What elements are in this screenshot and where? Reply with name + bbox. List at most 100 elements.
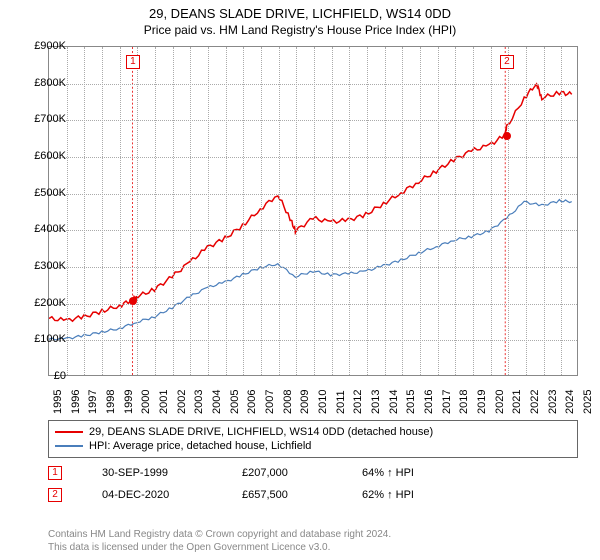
marker-box-2: 2 (500, 55, 514, 69)
event-row-2: 2 04-DEC-2020 £657,500 62% ↑ HPI (48, 488, 578, 502)
gridline-v (332, 47, 333, 375)
x-tick-label: 2016 (423, 390, 435, 414)
y-tick-label: £400K (22, 223, 66, 235)
x-tick-label: 2014 (388, 390, 400, 414)
series-line-hpi (49, 200, 572, 340)
gridline-v (155, 47, 156, 375)
x-tick-label: 2015 (405, 390, 417, 414)
gridline-h (49, 304, 577, 305)
x-tick-label: 1996 (70, 390, 82, 414)
chart-subtitle: Price paid vs. HM Land Registry's House … (0, 21, 600, 37)
legend-swatch (55, 445, 83, 447)
x-tick-label: 2023 (547, 390, 559, 414)
event-price: £657,500 (242, 489, 322, 501)
x-tick-label: 2004 (211, 390, 223, 414)
gridline-h (49, 120, 577, 121)
x-tick-label: 2000 (140, 390, 152, 414)
legend: 29, DEANS SLADE DRIVE, LICHFIELD, WS14 0… (48, 420, 578, 458)
x-tick-label: 2025 (582, 390, 594, 414)
gridline-v (226, 47, 227, 375)
gridline-v (473, 47, 474, 375)
gridline-v (243, 47, 244, 375)
attribution: Contains HM Land Registry data © Crown c… (48, 528, 391, 554)
gridline-v (173, 47, 174, 375)
x-tick-label: 2009 (299, 390, 311, 414)
x-tick-label: 2002 (176, 390, 188, 414)
x-tick-label: 2021 (511, 390, 523, 414)
gridline-v (367, 47, 368, 375)
x-tick-label: 2018 (458, 390, 470, 414)
gridline-v (420, 47, 421, 375)
gridline-v (455, 47, 456, 375)
gridline-h (49, 340, 577, 341)
x-tick-label: 1997 (87, 390, 99, 414)
y-tick-label: £100K (22, 333, 66, 345)
gridline-v (137, 47, 138, 375)
x-tick-label: 2007 (264, 390, 276, 414)
x-tick-label: 2011 (335, 390, 347, 414)
event-price: £207,000 (242, 467, 322, 479)
gridline-v (561, 47, 562, 375)
x-tick-label: 2006 (246, 390, 258, 414)
event-marker-1: 1 (48, 466, 62, 480)
price-marker-dot (129, 297, 137, 305)
event-row-1: 1 30-SEP-1999 £207,000 64% ↑ HPI (48, 466, 578, 480)
gridline-v (279, 47, 280, 375)
gridline-v (491, 47, 492, 375)
gridline-v (208, 47, 209, 375)
plot-area: 12 (48, 46, 578, 376)
x-tick-label: 2024 (564, 390, 576, 414)
x-tick-label: 1999 (123, 390, 135, 414)
gridline-v (261, 47, 262, 375)
gridline-v (84, 47, 85, 375)
x-tick-label: 2022 (529, 390, 541, 414)
gridline-v (296, 47, 297, 375)
gridline-v (526, 47, 527, 375)
gridline-v (67, 47, 68, 375)
gridline-v (544, 47, 545, 375)
y-tick-label: £800K (22, 77, 66, 89)
y-tick-label: £200K (22, 297, 66, 309)
gridline-v (402, 47, 403, 375)
event-delta: 62% ↑ HPI (362, 489, 414, 501)
x-tick-label: 2020 (494, 390, 506, 414)
event-marker-2: 2 (48, 488, 62, 502)
chart-svg (49, 47, 577, 375)
gridline-v (102, 47, 103, 375)
legend-swatch (55, 431, 83, 433)
x-tick-label: 2017 (441, 390, 453, 414)
legend-label: HPI: Average price, detached house, Lich… (89, 440, 311, 452)
y-tick-label: £300K (22, 260, 66, 272)
attribution-line2: This data is licensed under the Open Gov… (48, 541, 391, 554)
event-delta: 64% ↑ HPI (362, 467, 414, 479)
marker-box-1: 1 (126, 55, 140, 69)
gridline-h (49, 84, 577, 85)
y-tick-label: £700K (22, 113, 66, 125)
x-tick-label: 1995 (52, 390, 64, 414)
x-tick-label: 2012 (352, 390, 364, 414)
legend-item: 29, DEANS SLADE DRIVE, LICHFIELD, WS14 0… (55, 425, 571, 439)
event-date: 30-SEP-1999 (102, 467, 202, 479)
gridline-h (49, 267, 577, 268)
gridline-h (49, 230, 577, 231)
y-tick-label: £0 (22, 370, 66, 382)
y-tick-label: £600K (22, 150, 66, 162)
gridline-v (349, 47, 350, 375)
y-tick-label: £900K (22, 40, 66, 52)
legend-label: 29, DEANS SLADE DRIVE, LICHFIELD, WS14 0… (89, 426, 433, 438)
x-tick-label: 2005 (229, 390, 241, 414)
gridline-v (120, 47, 121, 375)
event-date: 04-DEC-2020 (102, 489, 202, 501)
gridline-h (49, 157, 577, 158)
x-tick-label: 2008 (282, 390, 294, 414)
chart-container: 29, DEANS SLADE DRIVE, LICHFIELD, WS14 0… (0, 0, 600, 560)
attribution-line1: Contains HM Land Registry data © Crown c… (48, 528, 391, 541)
x-tick-label: 2003 (193, 390, 205, 414)
x-tick-label: 2001 (158, 390, 170, 414)
gridline-h (49, 194, 577, 195)
gridline-v (508, 47, 509, 375)
legend-item: HPI: Average price, detached house, Lich… (55, 439, 571, 453)
gridline-v (190, 47, 191, 375)
price-marker-dot (503, 132, 511, 140)
x-tick-label: 1998 (105, 390, 117, 414)
